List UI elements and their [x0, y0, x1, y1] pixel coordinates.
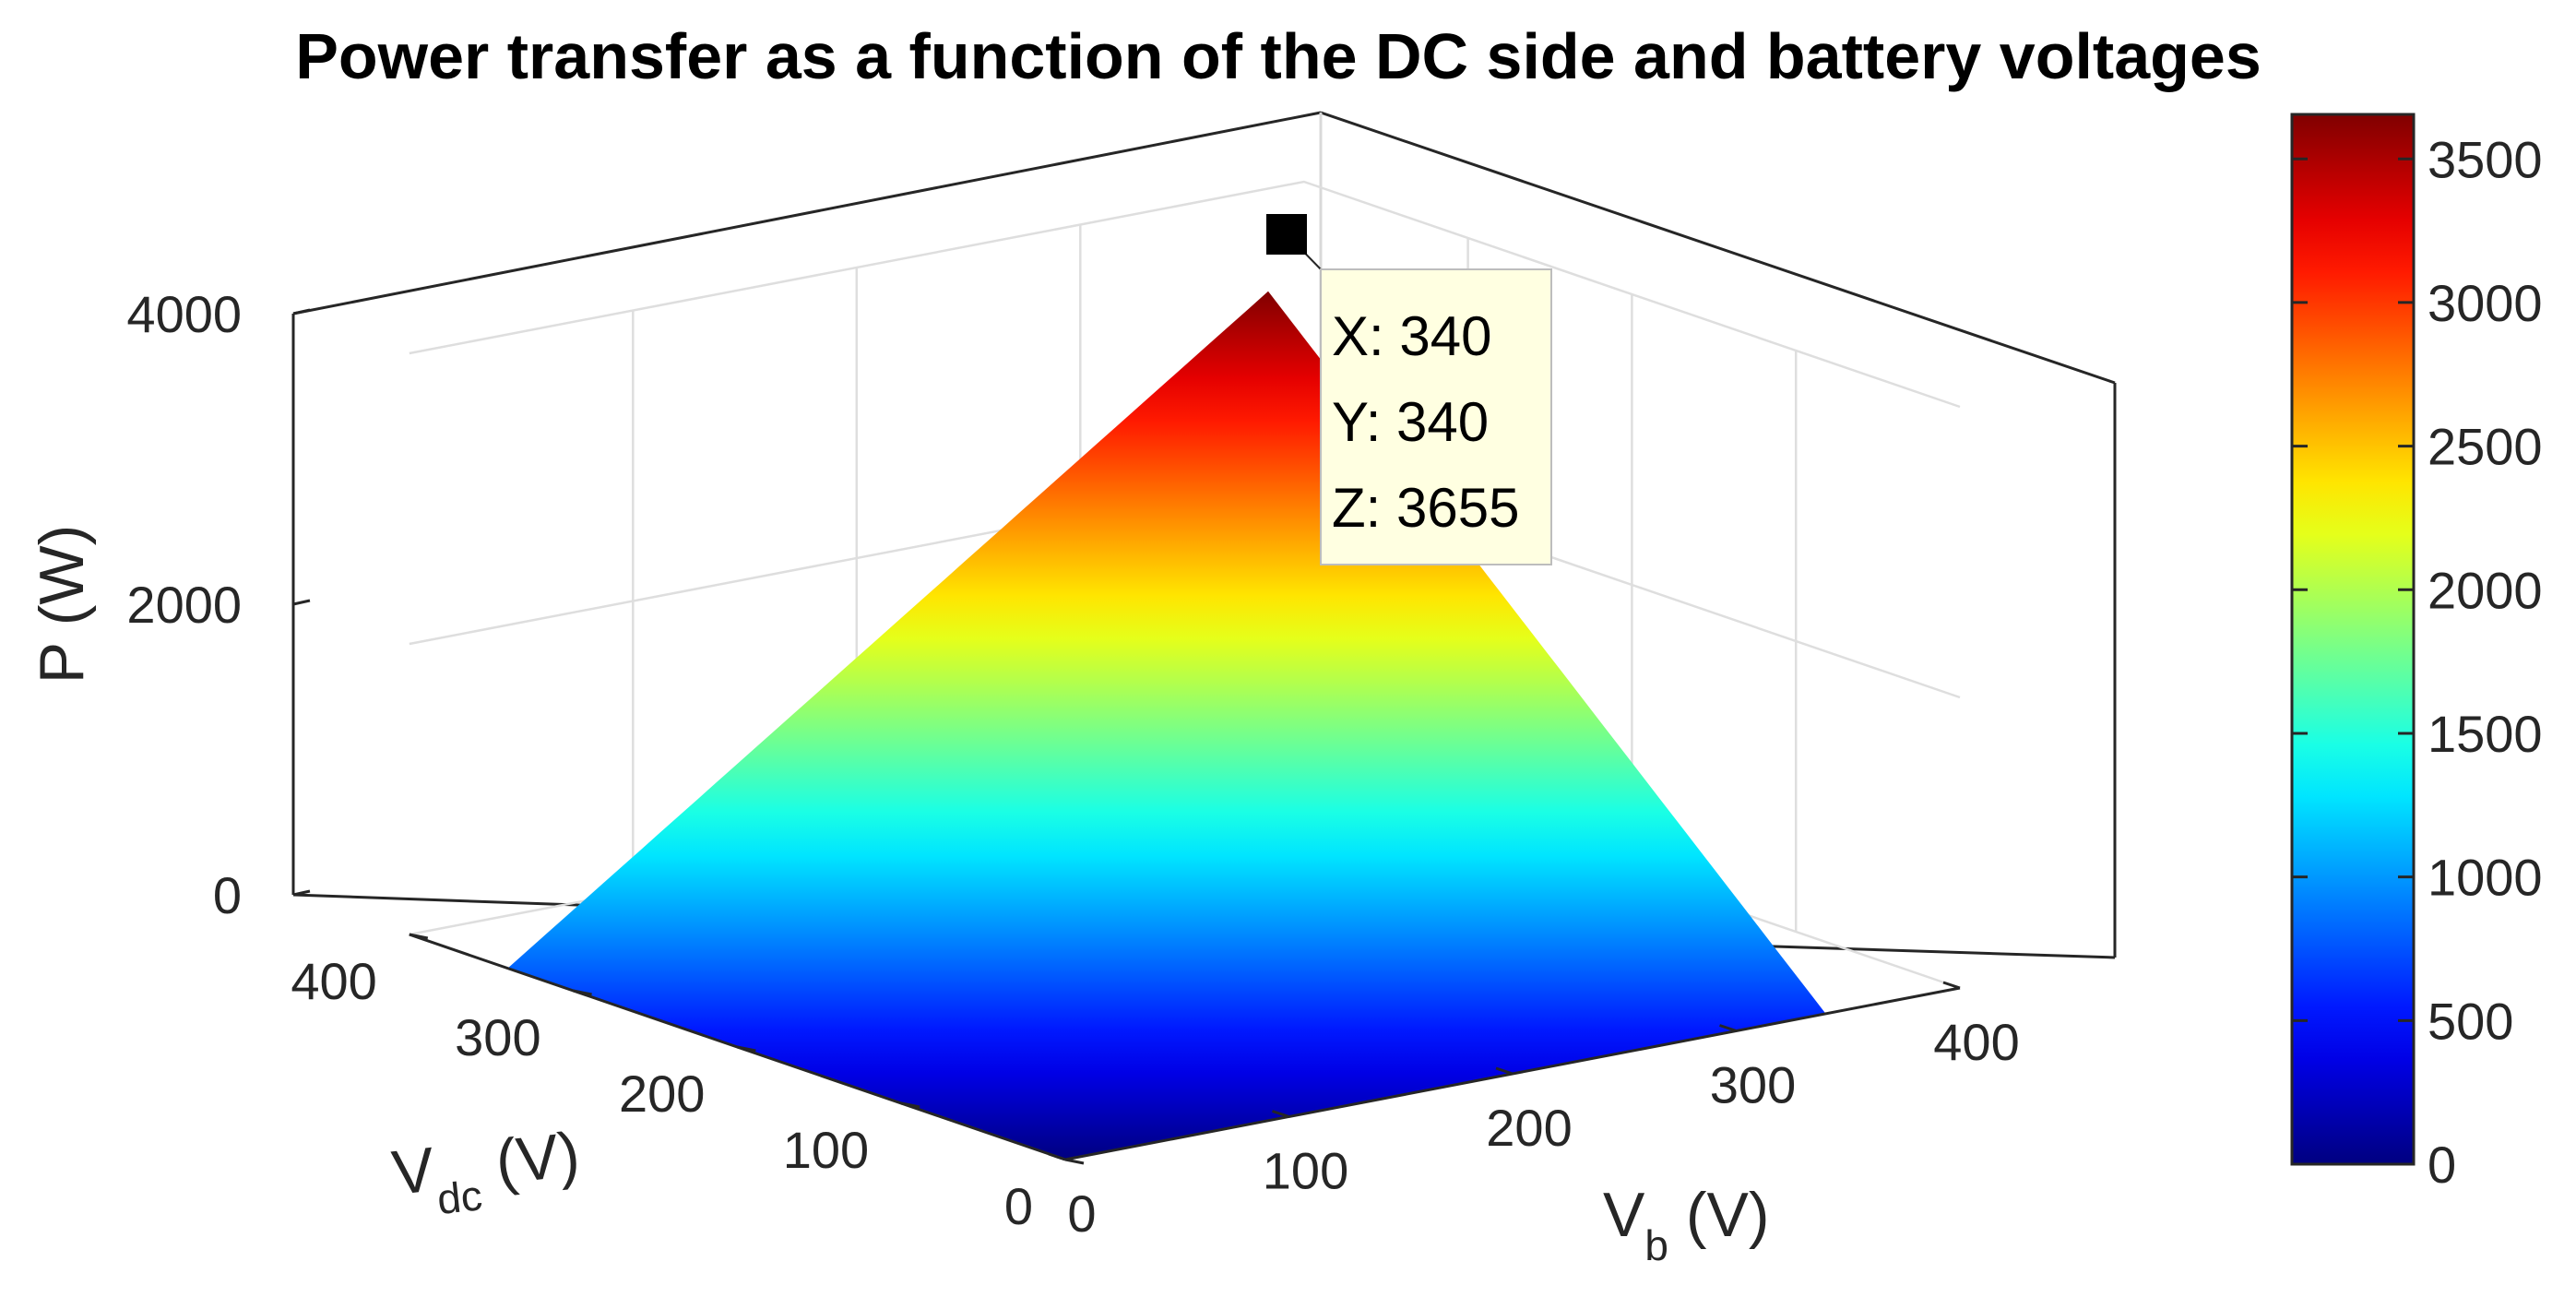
vdc-tick-label: 300	[455, 1008, 540, 1066]
colorbar-tick-label: 1500	[2428, 705, 2543, 763]
colorbar-tick-label: 1000	[2428, 849, 2543, 907]
chart-title: Power transfer as a function of the DC s…	[295, 20, 2261, 92]
vdc-axis-label: Vdc (V)	[389, 1119, 586, 1228]
vb-tick-mark	[1048, 1152, 1066, 1161]
vdc-tick-mark	[900, 1101, 920, 1109]
vb-tick-mark	[1719, 1024, 1737, 1032]
z-axis-label: P (W)	[27, 525, 97, 684]
datatip-marker[interactable]	[1266, 214, 1307, 255]
colorbar-tick-label: 3000	[2428, 274, 2543, 332]
colorbar-tick-label: 2000	[2428, 561, 2543, 619]
vdc-tick-label: 100	[783, 1121, 869, 1179]
vdc-tick-mark	[409, 933, 429, 940]
vdc-tail: (V)	[475, 1119, 583, 1199]
vb-axis-label: Vb (V)	[1603, 1180, 1770, 1269]
vdc-tick-mark	[737, 1045, 756, 1053]
z-tick-mark	[292, 308, 311, 315]
vb-sub: b	[1644, 1221, 1668, 1269]
vdc-tick-label: 0	[1004, 1177, 1033, 1235]
z-tick-mark	[292, 889, 311, 897]
datatip-x: X: 340	[1332, 305, 1491, 367]
vb-tick-label: 200	[1486, 1099, 1572, 1157]
colorbar-fill	[2290, 113, 2416, 1166]
vdc-sub: dc	[434, 1171, 484, 1223]
vb-tick-label: 100	[1263, 1142, 1348, 1200]
z-tick-label: 4000	[126, 285, 242, 343]
colorbar-tick-label: 2500	[2428, 418, 2543, 476]
datatip-box	[1320, 268, 1552, 565]
vdc-tick-mark	[1064, 1158, 1085, 1165]
vb-tick-label: 0	[1067, 1184, 1096, 1243]
surface-group	[507, 291, 1826, 1160]
z-tick-label: 2000	[126, 576, 242, 634]
vdc-tick-label: 200	[619, 1065, 705, 1123]
datatip-y: Y: 340	[1332, 391, 1489, 453]
vb-main: V	[1603, 1180, 1645, 1250]
surface-plot	[507, 291, 1826, 1160]
colorbar: 0 500 1000 1500 2000 2500 3000 3500	[2290, 113, 2543, 1194]
vb-tick-label: 300	[1710, 1056, 1796, 1114]
vb-tail: (V)	[1668, 1180, 1770, 1250]
vb-tick-mark	[1272, 1110, 1289, 1118]
z-gridline	[409, 180, 1961, 409]
vdc-tick-label: 400	[291, 952, 376, 1010]
back-top-right-edge	[1320, 111, 2116, 385]
z-tick-mark	[292, 599, 311, 606]
colorbar-tick-label: 0	[2428, 1136, 2456, 1194]
vdc-tick-mark	[573, 989, 592, 996]
back-top-left-edge	[292, 111, 1322, 315]
vb-tick-mark	[1942, 981, 1961, 990]
vb-tick-label: 400	[1933, 1013, 2019, 1071]
datatip-z: Z: 3655	[1332, 477, 1519, 539]
vb-tick-mark	[1495, 1066, 1514, 1076]
datatip[interactable]: X: 340 Y: 340 Z: 3655	[1266, 214, 1552, 565]
floor-axes	[292, 308, 1961, 1165]
z-tick-label: 0	[213, 866, 242, 924]
vdc-main: V	[389, 1135, 439, 1208]
colorbar-tick-label: 3500	[2428, 130, 2543, 188]
colorbar-tick-label: 500	[2428, 992, 2513, 1050]
